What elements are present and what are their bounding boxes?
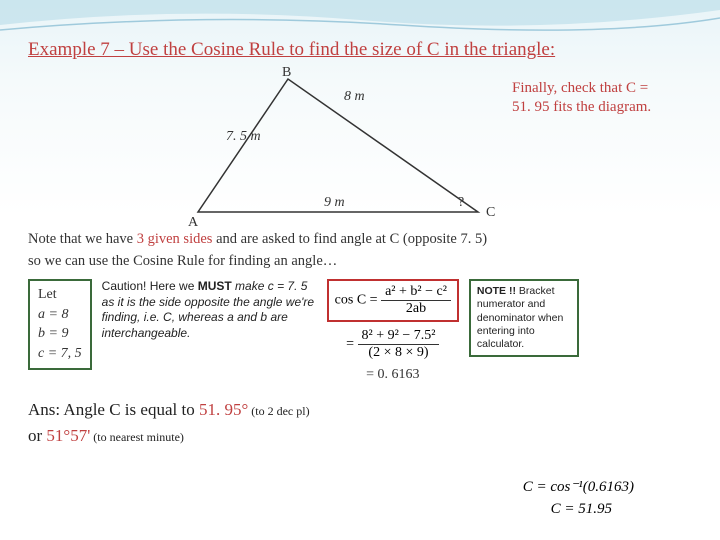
ans2-small: (to nearest minute): [90, 430, 184, 444]
note1-hl: 3 given sides: [137, 231, 213, 247]
note-line-1: Note that we have 3 given sides and are …: [28, 229, 692, 249]
caution-bold: MUST: [198, 279, 232, 293]
ans1-small: (to 2 dec pl): [248, 404, 309, 418]
answer-block: Ans: Angle C is equal to 51. 95° (to 2 d…: [28, 397, 692, 448]
formula2-den: (2 × 8 × 9): [358, 345, 440, 361]
note-box-bold: NOTE !!: [477, 285, 516, 297]
let-title: Let: [38, 285, 82, 305]
note-line-2: so we can use the Cosine Rule for findin…: [28, 251, 692, 271]
note1-pre: Note that we have: [28, 231, 137, 247]
side-bc-label: 8 m: [344, 89, 365, 105]
formula-stack: cos C = a² + b² − c²2ab = 8² + 9² − 7.5²…: [327, 279, 459, 383]
formula1-lhs: cos C =: [335, 293, 378, 308]
angle-q: ?: [458, 195, 464, 211]
formula-substituted: = 8² + 9² − 7.5²(2 × 8 × 9): [346, 328, 439, 361]
vertex-c: C: [486, 205, 495, 221]
cos-value: = 0. 6163: [366, 367, 419, 383]
final-c-value: C = 51.95: [551, 501, 612, 518]
vertex-a: A: [188, 215, 198, 231]
caution-text: Caution! Here we MUST make c = 7. 5 as i…: [102, 279, 317, 341]
ans1-pre: Ans: Angle C is equal to: [28, 400, 199, 419]
example-title: Example 7 – Use the Cosine Rule to find …: [28, 38, 692, 63]
finally-note: Finally, check that C = 51. 95 fits the …: [512, 79, 662, 118]
side-ac-label: 9 m: [324, 195, 345, 211]
let-c: c = 7, 5: [38, 344, 82, 364]
formula1-den: 2ab: [381, 301, 451, 317]
ans2-pre: or: [28, 426, 46, 445]
let-box: Let a = 8 b = 9 c = 7, 5: [28, 279, 92, 369]
let-a: a = 8: [38, 305, 82, 325]
caution-pre: Caution! Here we: [102, 279, 198, 293]
vertex-b: B: [282, 65, 291, 81]
formula2-num: 8² + 9² − 7.5²: [358, 328, 440, 345]
side-ab-label: 7. 5 m: [226, 129, 261, 145]
formula2-lhs: =: [346, 337, 354, 352]
ans1-val: 51. 95°: [199, 400, 248, 419]
cosine-formula-box: cos C = a² + b² − c²2ab: [327, 279, 459, 322]
calculator-note-box: NOTE !! Bracket numerator and denominato…: [469, 279, 579, 357]
ans2-val: 51°57': [46, 426, 90, 445]
triangle-diagram: B A C 7. 5 m 8 m 9 m ? Finally, check th…: [28, 67, 692, 227]
note1-post: and are asked to find angle at C (opposi…: [212, 231, 487, 247]
let-b: b = 9: [38, 324, 82, 344]
formula1-num: a² + b² − c²: [381, 284, 451, 301]
inverse-cos-formula: C = cos⁻¹(0.6163): [523, 477, 634, 496]
